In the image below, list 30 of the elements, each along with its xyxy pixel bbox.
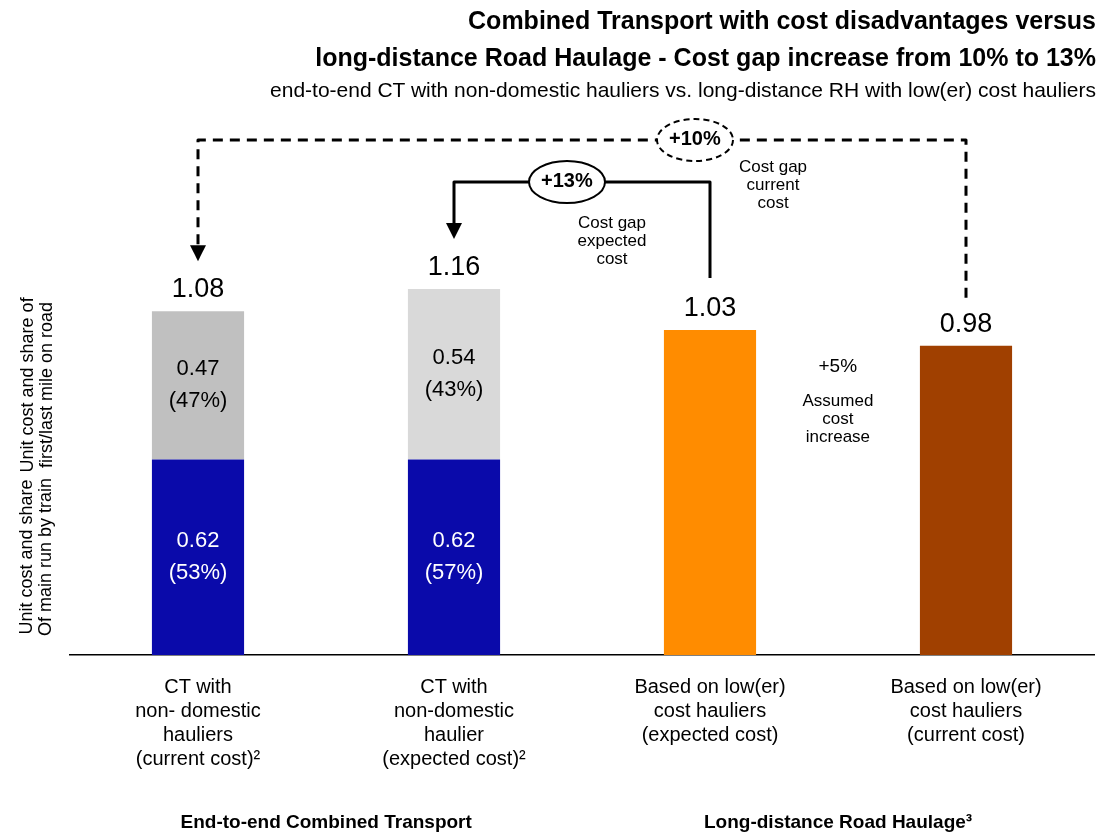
text: Long-distance Road Haulage³ (704, 811, 973, 832)
data-label: 0.54 (43%) (424, 344, 484, 402)
data-label: 0.62 (53%) (168, 527, 228, 585)
bar (407, 289, 501, 460)
text: +10% (669, 127, 721, 149)
chart-title: Combined Transport with cost disadvantages versus long-distance Road Haulage - Cost gap increase from 10% to 13% (315, 5, 1096, 73)
text: Cost gap current cost (739, 157, 808, 212)
text: +13% (541, 169, 593, 191)
text: Unit cost and share Of main run by train (16, 478, 56, 637)
total-label: 1.16 (427, 251, 481, 282)
x-tick-label: Based on low(er) cost hauliers (current cost) (890, 674, 1042, 745)
data-label: 0.47 (47%) (168, 355, 228, 413)
total-label: 1.08 (171, 273, 225, 304)
bar (663, 330, 757, 655)
bar (151, 459, 245, 655)
total-label: 1.03 (683, 292, 737, 323)
annotation: Assumed cost increase (802, 391, 874, 446)
annotation: +5% (818, 355, 858, 377)
text: Unit cost and share of first/last mile on road (16, 297, 56, 473)
x-tick-label: Based on low(er) cost hauliers (expected cost) (634, 674, 786, 745)
bar (407, 459, 501, 655)
text: Cost gap expected cost (577, 213, 647, 268)
total-label: 0.98 (939, 307, 993, 338)
x-tick-label: CT with non- domestic hauliers (current cost)² (135, 674, 261, 769)
text: End-to-end Combined Transport (180, 811, 472, 832)
bar (919, 345, 1013, 655)
chart-subtitle: end-to-end CT with non-domestic hauliers vs. long-distance RH with low(er) cost hauliers (270, 78, 1096, 102)
x-tick-label: CT with non-domestic haulier (expected cost)² (382, 674, 527, 769)
bar (151, 311, 245, 460)
data-label: 0.62 (57%) (424, 527, 484, 585)
